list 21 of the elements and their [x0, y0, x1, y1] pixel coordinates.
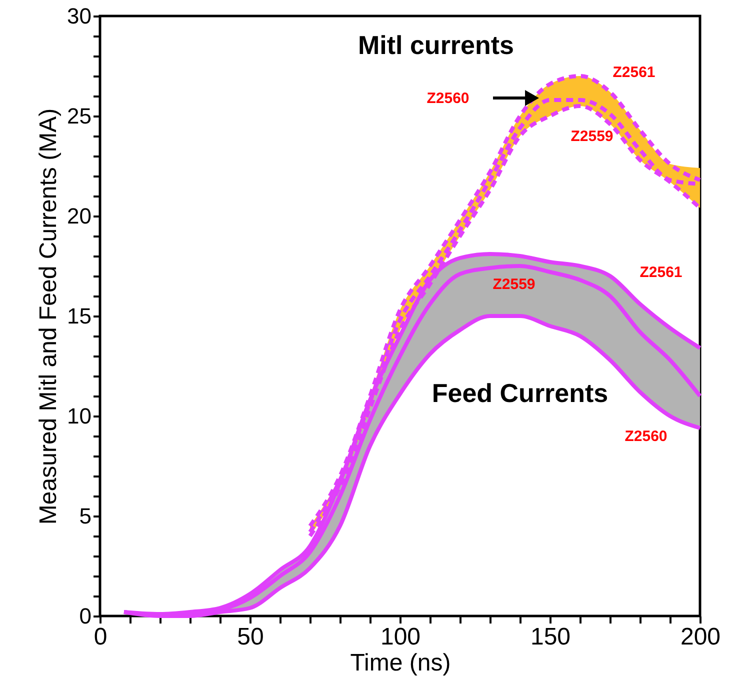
x-tick-label: 200	[680, 624, 721, 650]
annotation: Z2561	[612, 64, 656, 81]
y-tick-label: 10	[67, 404, 92, 428]
y-axis-title: Measured Mitl and Feed Currents (MA)	[35, 108, 62, 525]
annotation: Mitl currents	[358, 30, 514, 60]
y-tick-label: 15	[67, 304, 92, 328]
y-tick-label: 25	[67, 104, 92, 128]
x-axis-title: Time (ns)	[350, 650, 451, 676]
y-tick-label: 5	[79, 504, 92, 528]
annotation: Z2560	[624, 428, 668, 445]
x-tick-label: 150	[530, 624, 571, 650]
y-tick-label: 0	[79, 604, 92, 628]
y-tick-label: 20	[67, 204, 92, 228]
x-tick-label: 100	[380, 624, 421, 650]
x-tick-label: 50	[237, 624, 264, 650]
annotation: Z2559	[492, 276, 536, 293]
y-tick-label: 30	[67, 4, 92, 28]
annotation: Z2559	[570, 128, 614, 145]
annotation: Feed Currents	[432, 378, 608, 408]
annotation: Z2561	[640, 264, 682, 281]
annotation: Z2560	[426, 90, 470, 107]
